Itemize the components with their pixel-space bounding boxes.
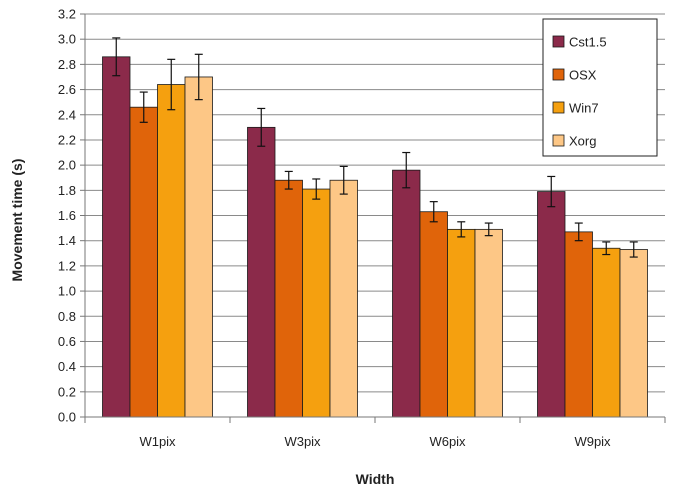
y-tick-label: 0.8	[58, 309, 76, 324]
y-tick-label: 2.6	[58, 82, 76, 97]
legend-label: Xorg	[569, 134, 596, 149]
y-tick-label: 1.2	[58, 258, 76, 273]
legend-swatch	[552, 101, 565, 114]
bar-xorg-w6pix	[474, 228, 503, 418]
bar-win7-w1pix	[157, 84, 186, 418]
y-tick-label: 1.4	[58, 233, 76, 248]
bar-cst1-5-w6pix	[392, 169, 421, 418]
x-tick-label: W6pix	[429, 434, 466, 449]
bar-xorg-w3pix	[329, 179, 358, 418]
bar-osx-w6pix	[419, 211, 448, 418]
legend-swatch	[552, 35, 565, 48]
y-tick-label: 3.2	[58, 7, 76, 22]
bar-win7-w9pix	[592, 247, 621, 418]
y-tick-label: 2.4	[58, 107, 76, 122]
y-tick-label: 2.2	[58, 132, 76, 147]
x-tick-label: W3pix	[284, 434, 321, 449]
bar-xorg-w1pix	[184, 76, 213, 418]
legend-label: Win7	[569, 101, 599, 116]
y-tick-label: 2.8	[58, 57, 76, 72]
bar-osx-w1pix	[129, 106, 158, 418]
y-tick-label: 0.6	[58, 334, 76, 349]
bar-win7-w6pix	[447, 228, 476, 418]
bar-cst1-5-w9pix	[537, 191, 566, 418]
axes	[80, 13, 666, 423]
bar-cst1-5-w3pix	[247, 126, 276, 418]
x-tick-labels: W1pix W3pix W6pix W9pix	[139, 434, 611, 449]
error-bars	[112, 37, 638, 258]
y-tick-label: 0.0	[58, 410, 76, 425]
bars	[102, 56, 648, 418]
legend-swatch	[552, 134, 565, 147]
y-tick-label: 3.0	[58, 32, 76, 47]
bar-xorg-w9pix	[619, 249, 648, 418]
legend-label: Cst1.5	[569, 35, 607, 50]
bar-osx-w3pix	[274, 179, 303, 418]
y-tick-label: 2.0	[58, 158, 76, 173]
x-axis-title: Width	[356, 471, 395, 487]
bar-cst1-5-w1pix	[102, 56, 131, 418]
y-tick-label: 0.4	[58, 359, 76, 374]
x-tick-label: W1pix	[139, 434, 176, 449]
bar-osx-w9pix	[564, 231, 593, 418]
legend-label: OSX	[569, 68, 597, 83]
y-tick-label: 1.6	[58, 208, 76, 223]
bar-win7-w3pix	[302, 188, 331, 418]
y-tick-label: 1.8	[58, 183, 76, 198]
y-tick-label: 0.2	[58, 384, 76, 399]
x-tick-label: W9pix	[574, 434, 611, 449]
legend: Cst1.5 OSX Win7 Xorg	[542, 18, 658, 157]
y-tick-label: 1.0	[58, 284, 76, 299]
y-tick-labels: 0.0 0.2 0.4 0.6 0.8 1.0 1.2 1.4 1.6 1.8 2.0 2.2 2.4 2…	[58, 7, 76, 425]
y-axis-title: Movement time (s)	[9, 159, 25, 282]
legend-swatch	[552, 68, 565, 81]
